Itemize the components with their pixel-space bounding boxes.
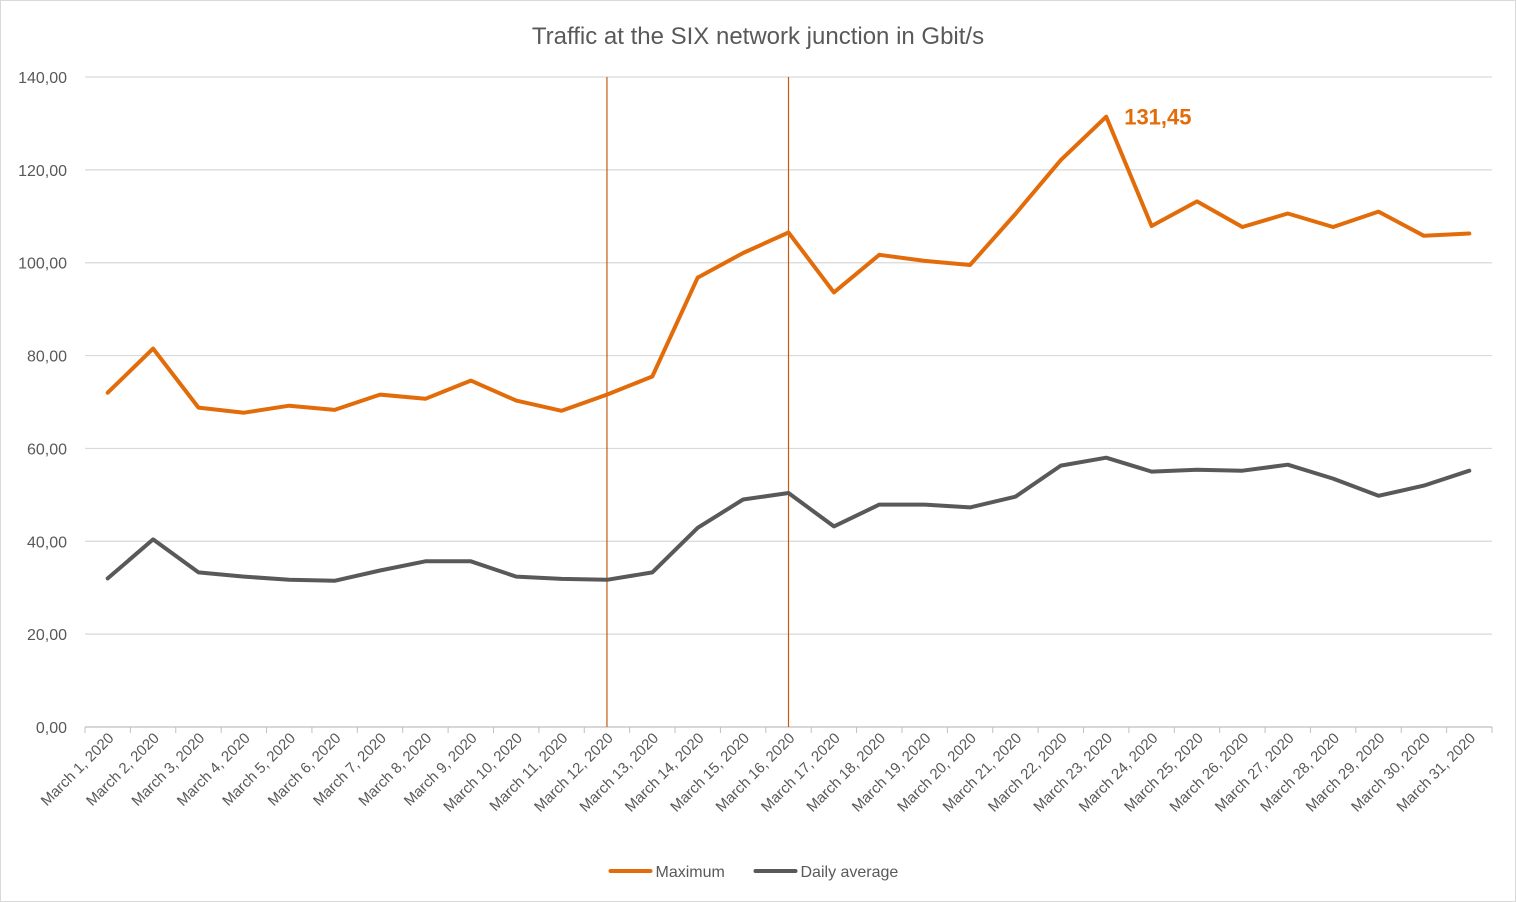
y-axis: 0,00 20,00 40,00 60,00 80,00 100,00 120,00 140,… [18, 70, 67, 737]
x-tick-label: March 13, 2020 [576, 730, 662, 816]
x-tick-label: March 23, 2020 [1030, 730, 1116, 816]
x-tick-label: March 16, 2020 [713, 730, 799, 816]
y-tick-label: 60,00 [27, 441, 67, 458]
x-tick-label: March 19, 2020 [849, 730, 935, 816]
x-tick-label: March 22, 2020 [985, 730, 1071, 816]
x-tick-label: March 14, 2020 [622, 730, 708, 816]
series-lines [105, 114, 1472, 583]
x-tick-label: March 25, 2020 [1121, 730, 1207, 816]
y-tick-label: 120,00 [18, 163, 67, 180]
y-tick-label: 80,00 [27, 349, 67, 366]
x-tick-label: March 29, 2020 [1303, 730, 1389, 816]
y-tick-label: 100,00 [18, 256, 67, 273]
y-tick-label: 0,00 [36, 720, 67, 737]
peak-data-label: 131,45 [1124, 105, 1191, 130]
x-tick-label: March 10, 2020 [440, 730, 526, 816]
chart-title: Traffic at the SIX network junction in G… [532, 23, 984, 50]
legend-label: Daily average [801, 864, 899, 881]
series-line-maximum [105, 114, 1472, 415]
x-tick-label: March 26, 2020 [1166, 730, 1252, 816]
x-tick-label: March 30, 2020 [1348, 730, 1434, 816]
x-tick-label: March 28, 2020 [1257, 730, 1343, 816]
legend: Maximum Daily average [608, 864, 899, 881]
reference-lines [606, 77, 790, 727]
legend-item: Daily average [753, 864, 899, 881]
x-tick-label: March 11, 2020 [486, 730, 571, 815]
legend-label: Maximum [656, 864, 725, 881]
x-tick-label: March 21, 2020 [940, 730, 1026, 816]
y-tick-label: 40,00 [27, 534, 67, 551]
series-line-daily-average [105, 455, 1472, 583]
x-tick-label: March 24, 2020 [1076, 730, 1162, 816]
y-tick-label: 140,00 [18, 70, 67, 87]
x-tick-label: March 31, 2020 [1393, 730, 1479, 816]
y-tick-label: 20,00 [27, 627, 67, 644]
x-tick-label: March 18, 2020 [803, 730, 889, 816]
legend-item: Maximum [608, 864, 725, 881]
x-tick-label: March 20, 2020 [894, 730, 980, 816]
x-tick-label: March 12, 2020 [531, 730, 617, 816]
x-tick-label: March 17, 2020 [758, 730, 844, 816]
x-tick-label: March 27, 2020 [1212, 730, 1298, 816]
annotations: 131,45 [1124, 105, 1191, 130]
x-tick-label: March 15, 2020 [667, 730, 753, 816]
